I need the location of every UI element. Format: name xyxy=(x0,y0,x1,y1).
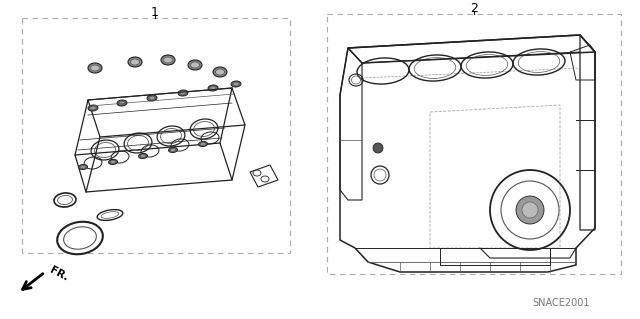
Ellipse shape xyxy=(79,165,88,169)
Ellipse shape xyxy=(117,100,127,106)
Ellipse shape xyxy=(149,96,155,100)
Ellipse shape xyxy=(522,202,538,218)
Ellipse shape xyxy=(88,63,102,73)
Ellipse shape xyxy=(210,86,216,90)
Ellipse shape xyxy=(131,59,140,65)
Ellipse shape xyxy=(178,90,188,96)
Ellipse shape xyxy=(188,60,202,70)
Ellipse shape xyxy=(231,81,241,87)
Text: 2: 2 xyxy=(470,2,478,14)
Ellipse shape xyxy=(161,55,175,65)
Ellipse shape xyxy=(90,65,99,71)
Ellipse shape xyxy=(208,85,218,91)
Ellipse shape xyxy=(213,67,227,77)
Circle shape xyxy=(373,143,383,153)
Ellipse shape xyxy=(191,62,200,68)
Ellipse shape xyxy=(233,82,239,86)
Ellipse shape xyxy=(516,196,544,224)
Ellipse shape xyxy=(80,166,86,168)
Ellipse shape xyxy=(168,147,177,152)
Ellipse shape xyxy=(200,143,205,145)
Ellipse shape xyxy=(170,148,176,152)
Ellipse shape xyxy=(140,154,146,158)
Ellipse shape xyxy=(119,101,125,105)
Ellipse shape xyxy=(147,95,157,101)
Ellipse shape xyxy=(138,153,147,159)
Ellipse shape xyxy=(109,160,118,165)
Ellipse shape xyxy=(198,142,207,146)
Ellipse shape xyxy=(216,69,225,75)
Text: SNACE2001: SNACE2001 xyxy=(532,298,590,308)
Ellipse shape xyxy=(180,91,186,95)
Ellipse shape xyxy=(163,57,173,63)
Text: FR.: FR. xyxy=(48,265,70,283)
Ellipse shape xyxy=(128,57,142,67)
Ellipse shape xyxy=(110,160,116,164)
Ellipse shape xyxy=(90,106,96,110)
Ellipse shape xyxy=(88,105,98,111)
Text: 1: 1 xyxy=(151,5,159,19)
